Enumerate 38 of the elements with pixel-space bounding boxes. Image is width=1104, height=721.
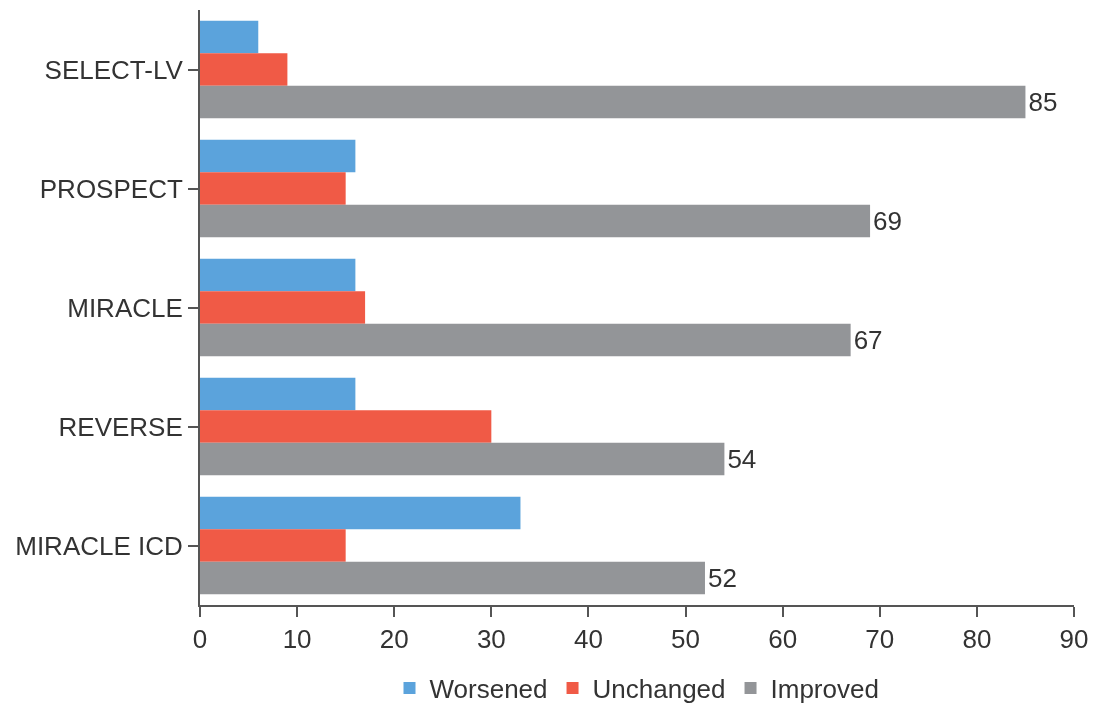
bar <box>200 561 705 595</box>
bar <box>200 442 725 476</box>
bar <box>200 204 871 238</box>
bar <box>200 53 288 86</box>
data-label: 54 <box>727 444 757 475</box>
y-tick-label: SELECT-LV <box>44 54 184 85</box>
y-tick-label: MIRACLE ICD <box>15 530 183 561</box>
bar <box>200 139 356 173</box>
data-label: 85 <box>1028 87 1058 118</box>
data-label: 52 <box>707 563 737 594</box>
bar <box>200 85 1026 119</box>
bar <box>200 291 366 324</box>
x-tick-label: 40 <box>573 624 603 655</box>
y-tick-label: REVERSE <box>58 411 183 442</box>
y-tick-label: PROSPECT <box>39 173 183 204</box>
legend-label: Unchanged <box>592 674 726 705</box>
legend-label: Improved <box>770 674 879 705</box>
bar <box>200 172 346 205</box>
data-label: 67 <box>853 325 883 356</box>
x-tick-label: 20 <box>379 624 409 655</box>
x-tick-label: 60 <box>768 624 798 655</box>
y-tick-label: MIRACLE <box>67 292 183 323</box>
bar <box>200 323 851 357</box>
bar <box>200 377 356 411</box>
x-tick-label: 50 <box>671 624 701 655</box>
legend-label: Worsened <box>429 674 548 705</box>
x-tick-label: 30 <box>476 624 506 655</box>
x-tick-label: 10 <box>282 624 312 655</box>
bar <box>200 410 492 443</box>
x-tick-label: 0 <box>192 624 208 655</box>
x-tick-label: 70 <box>865 624 895 655</box>
data-label: 69 <box>873 206 902 237</box>
bar <box>200 529 346 562</box>
bar <box>200 496 521 530</box>
x-tick-label: 90 <box>1059 624 1089 655</box>
x-tick-label: 80 <box>962 624 992 655</box>
bar <box>200 20 259 54</box>
bar <box>200 258 356 292</box>
